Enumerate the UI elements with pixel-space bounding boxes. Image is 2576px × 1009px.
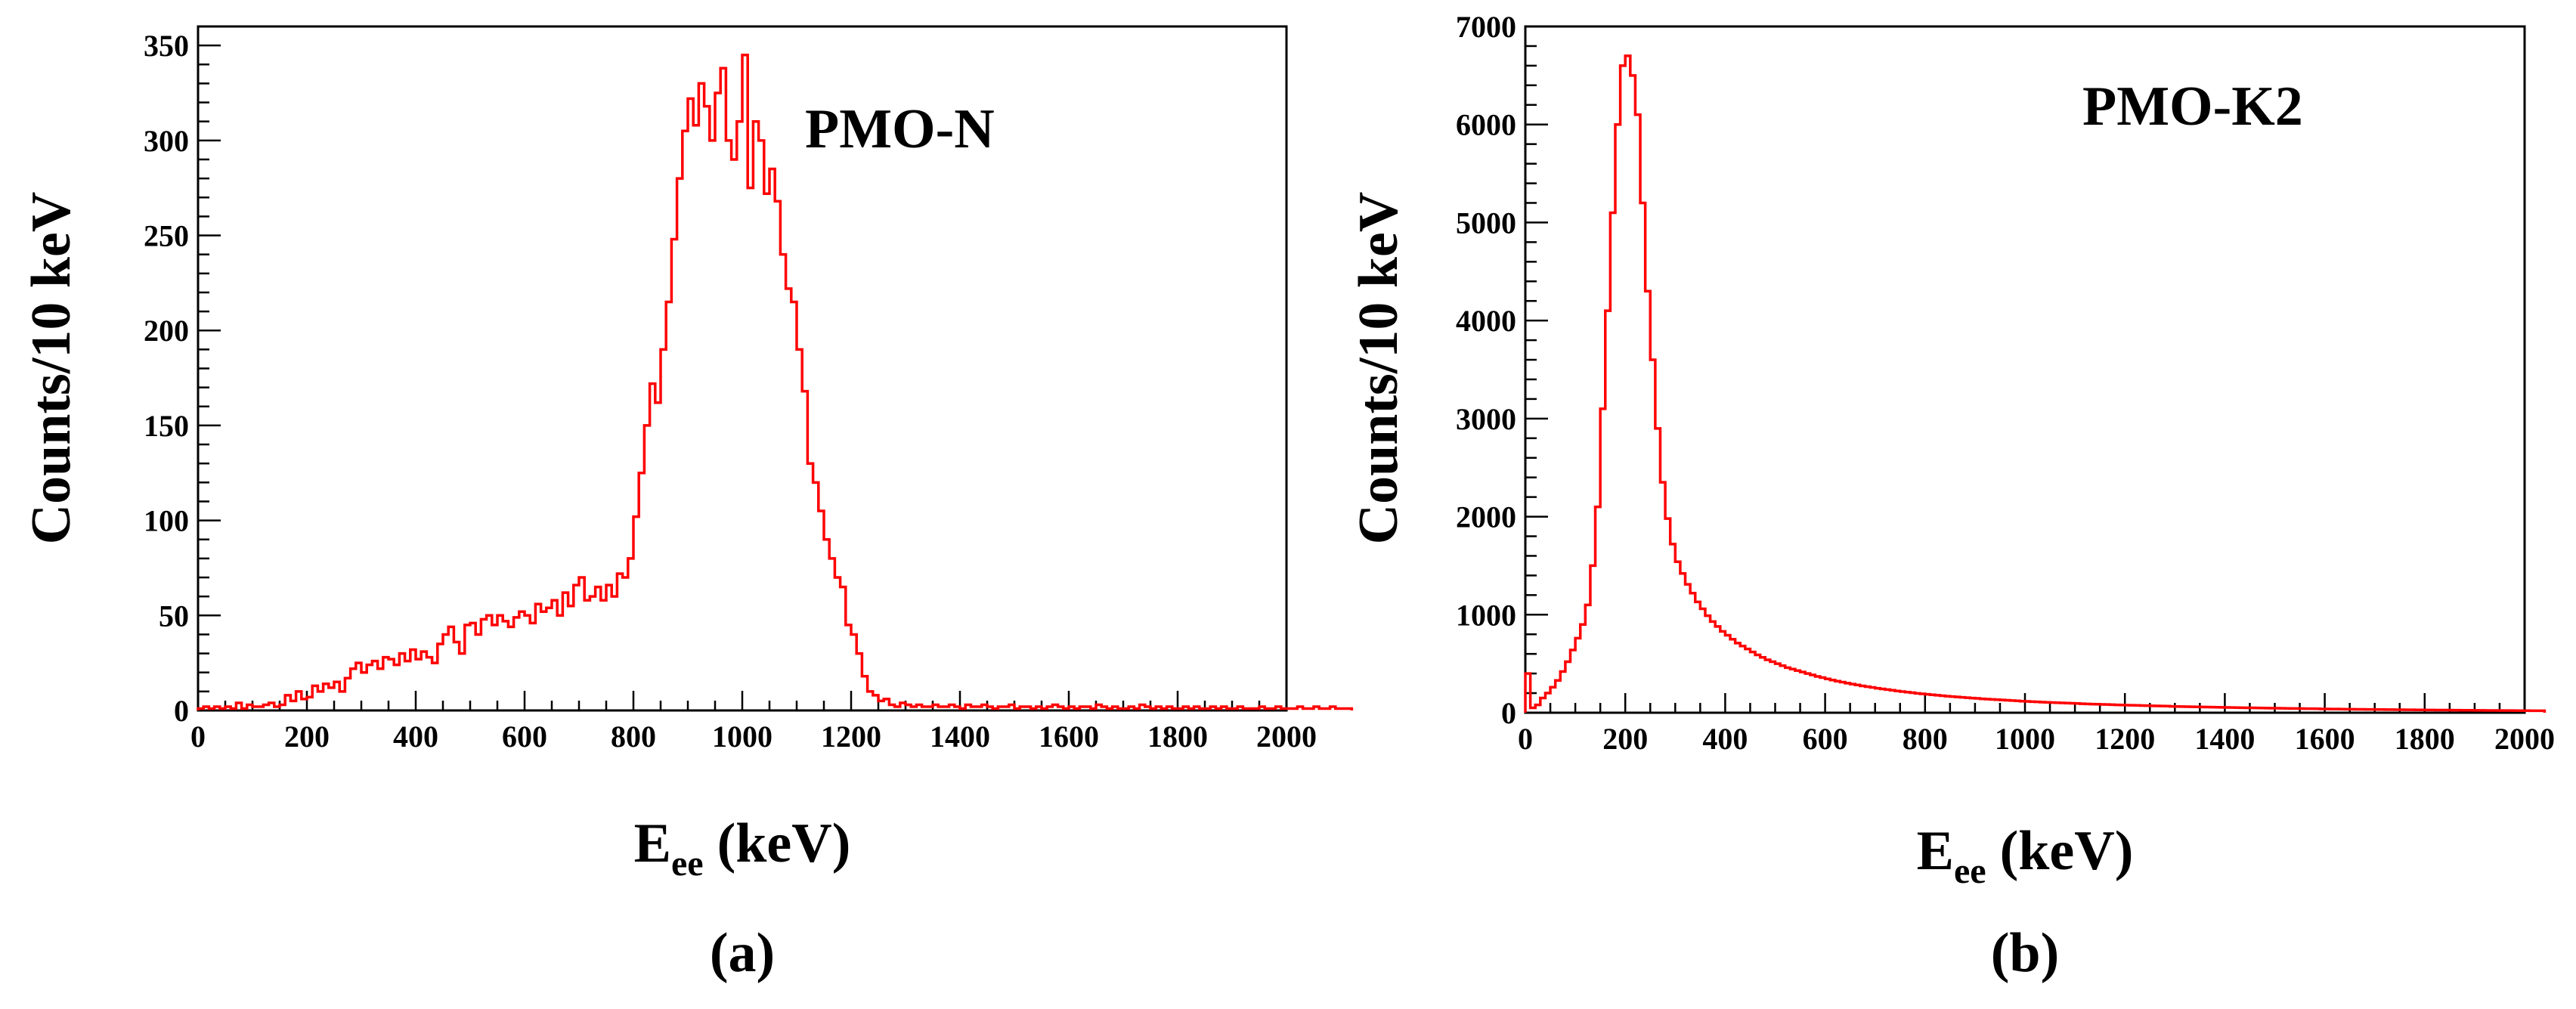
- x-tick-label: 1000: [1995, 722, 2055, 756]
- y-tick-labels-b: 0 1000 2000 3000 4000 5000 6000 7000: [1456, 10, 1516, 730]
- x-tick-label: 800: [1903, 722, 1948, 756]
- panel-label-b: (b): [1991, 922, 2059, 984]
- y-tick-label: 6000: [1456, 108, 1516, 142]
- x-tick-label: 1600: [2295, 722, 2355, 756]
- y-axis-title-a: Counts/10 keV: [20, 192, 82, 545]
- x-tick-label: 2000: [2494, 722, 2555, 756]
- y-tick-label: 300: [144, 124, 189, 158]
- axis-ticks-a: [197, 25, 1288, 712]
- x-axis-title-main-a: E: [634, 812, 671, 874]
- y-tick-label: 2000: [1456, 500, 1516, 534]
- x-tick-label: 1600: [1039, 720, 1099, 754]
- y-tick-label: 3000: [1456, 402, 1516, 436]
- y-tick-label: 50: [159, 599, 189, 633]
- y-axis-title-b: Counts/10 keV: [1348, 192, 1410, 545]
- y-tick-label: 250: [144, 219, 189, 253]
- histogram-line-pmo-n: [197, 53, 1354, 710]
- y-tick-label: 5000: [1456, 206, 1516, 240]
- histogram-line-pmo-k2: [1524, 54, 2547, 713]
- x-tick-label: 200: [284, 720, 330, 754]
- y-tick-label: 350: [144, 29, 189, 63]
- panel-label-a: (a): [710, 922, 775, 984]
- plot-area-b: [1524, 25, 2526, 714]
- x-tick-label: 800: [611, 720, 656, 754]
- x-tick-label: 2000: [1256, 720, 1317, 754]
- x-axis-title-unit-a: (keV): [717, 812, 851, 874]
- y-tick-label: 200: [144, 314, 189, 348]
- y-tick-label: 100: [144, 504, 189, 538]
- x-tick-label: 1400: [930, 720, 990, 754]
- x-tick-label: 1200: [821, 720, 881, 754]
- x-tick-label: 1200: [2095, 722, 2155, 756]
- y-tick-label: 4000: [1456, 304, 1516, 338]
- y-tick-label: 1000: [1456, 598, 1516, 632]
- x-axis-title-main-b: E: [1917, 820, 1954, 882]
- x-axis-title-b: Eee (keV): [1917, 820, 2134, 891]
- plot-area-a: [197, 25, 1288, 712]
- chart-title-pmo-k2: PMO-K2: [2082, 76, 2303, 138]
- x-axis-title-sub-a: ee: [671, 843, 704, 884]
- y-tick-label: 150: [144, 409, 189, 443]
- y-tick-labels-a: 0 50 100 150 200 250 300 350: [144, 29, 189, 728]
- x-tick-label: 1400: [2194, 722, 2255, 756]
- axis-ticks-b: [1524, 25, 2526, 714]
- y-tick-label: 7000: [1456, 10, 1516, 44]
- x-tick-label: 0: [1518, 722, 1533, 756]
- x-tick-label: 200: [1602, 722, 1648, 756]
- x-tick-labels-a: 0 200 400 600 800 1000 1200 1400 1600 1800 2000: [190, 720, 1317, 754]
- y-tick-label: 0: [174, 694, 189, 728]
- panel-a: 0 200 400 600 800 1000 1200 1400 1600 1800 2000 0 5…: [20, 25, 1354, 984]
- x-axis-title-sub-b: ee: [1954, 851, 1986, 891]
- x-axis-title-unit-b: (keV): [2000, 820, 2134, 882]
- chart-title-pmo-n: PMO-N: [805, 98, 995, 160]
- x-tick-label: 600: [502, 720, 547, 754]
- x-tick-label: 600: [1803, 722, 1848, 756]
- x-tick-label: 1800: [2395, 722, 2455, 756]
- x-tick-label: 400: [1702, 722, 1748, 756]
- x-tick-label: 400: [393, 720, 438, 754]
- x-axis-title-a: Eee (keV): [634, 812, 851, 884]
- x-tick-labels-b: 0 200 400 600 800 1000 1200 1400 1600 1800 2000: [1518, 722, 2555, 756]
- x-tick-label: 0: [190, 720, 206, 754]
- x-tick-label: 1800: [1147, 720, 1208, 754]
- y-tick-label: 0: [1501, 696, 1516, 730]
- x-tick-label: 1000: [712, 720, 772, 754]
- panel-b: 0 200 400 600 800 1000 1200 1400 1600 1800 2000 0 1…: [1348, 10, 2555, 984]
